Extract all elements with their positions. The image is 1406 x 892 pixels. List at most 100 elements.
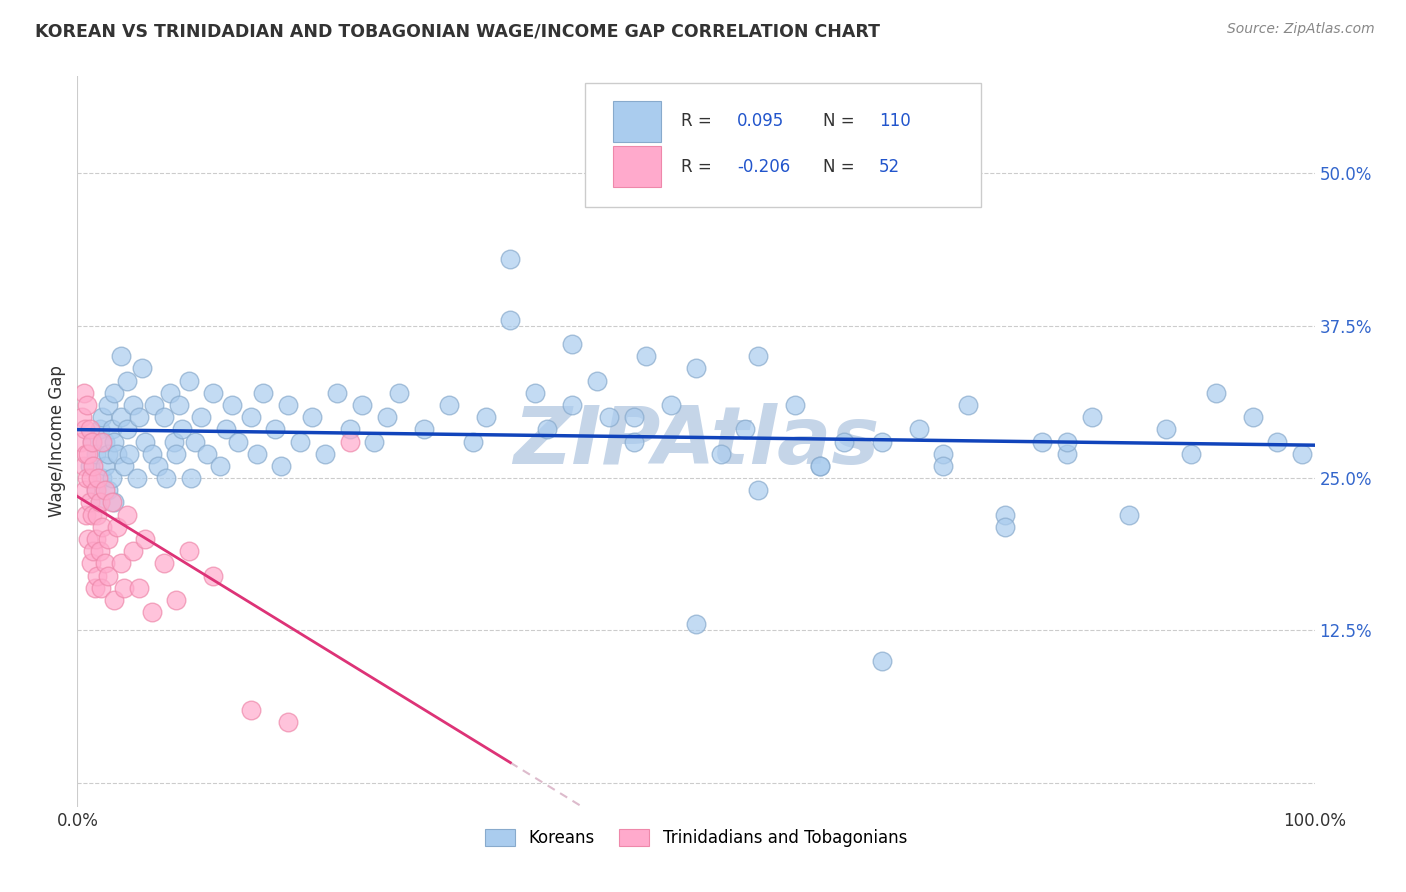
Point [105,520,128,534]
Point [586,374,609,388]
Point [86,508,108,522]
Point [128,581,150,595]
Point [82,458,104,473]
Point [499,252,522,266]
Point [747,483,769,498]
Point [339,434,361,449]
FancyBboxPatch shape [613,146,661,187]
Point [1031,434,1053,449]
Point [77,532,100,546]
Point [239,703,262,717]
Point [77,447,100,461]
Point [195,447,218,461]
Point [73,483,96,498]
Point [72,385,94,400]
Text: -0.206: -0.206 [737,158,790,176]
Point [246,447,269,461]
Point [301,410,323,425]
Point [623,410,645,425]
Text: 110: 110 [879,112,911,130]
Point [834,434,856,449]
Point [110,557,132,571]
Point [994,508,1017,522]
Point [82,508,104,522]
Point [1180,447,1202,461]
Point [70,434,93,449]
Point [932,447,955,461]
Point [101,422,124,436]
Point [202,568,225,582]
Text: N =: N = [824,158,860,176]
Point [1205,385,1227,400]
Point [252,385,274,400]
Point [134,434,156,449]
Point [167,398,190,412]
Point [103,434,125,449]
Point [623,434,645,449]
Point [97,447,120,461]
Point [143,398,166,412]
Point [105,447,128,461]
Point [91,410,114,425]
Point [84,483,107,498]
Text: 0.095: 0.095 [737,112,785,130]
Point [932,458,955,473]
Point [184,434,207,449]
Point [84,483,107,498]
Point [90,581,112,595]
Point [463,434,485,449]
Point [808,458,831,473]
Point [957,398,980,412]
Point [808,458,831,473]
Point [277,398,299,412]
Point [177,544,200,558]
Point [190,410,212,425]
Point [75,447,97,461]
Point [375,410,398,425]
Point [115,422,138,436]
Point [747,349,769,363]
Point [314,447,336,461]
Point [91,471,114,485]
Text: KOREAN VS TRINIDADIAN AND TOBAGONIAN WAGE/INCOME GAP CORRELATION CHART: KOREAN VS TRINIDADIAN AND TOBAGONIAN WAG… [35,22,880,40]
Point [112,458,135,473]
Point [326,385,349,400]
Point [1118,508,1140,522]
Point [76,398,98,412]
Point [221,398,243,412]
Point [598,410,620,425]
Point [146,458,169,473]
Point [79,458,101,473]
Point [685,361,707,376]
Point [870,654,893,668]
Point [783,398,806,412]
Point [73,422,96,436]
Point [1154,422,1177,436]
Point [122,544,145,558]
Point [131,361,153,376]
Point [79,422,101,436]
Point [165,447,187,461]
Point [288,434,311,449]
Point [155,471,177,485]
Point [659,398,682,412]
Point [93,483,115,498]
Point [1291,447,1313,461]
Point [82,434,104,449]
Point [180,471,202,485]
Point [226,434,249,449]
Point [103,495,125,509]
Point [75,508,97,522]
Text: Source: ZipAtlas.com: Source: ZipAtlas.com [1227,22,1375,37]
Point [350,398,373,412]
Point [115,508,138,522]
Point [115,374,138,388]
Point [80,557,103,571]
Point [172,422,194,436]
Point [159,385,181,400]
Point [79,495,101,509]
Point [437,398,460,412]
Point [177,374,200,388]
Point [72,410,94,425]
Point [710,447,733,461]
